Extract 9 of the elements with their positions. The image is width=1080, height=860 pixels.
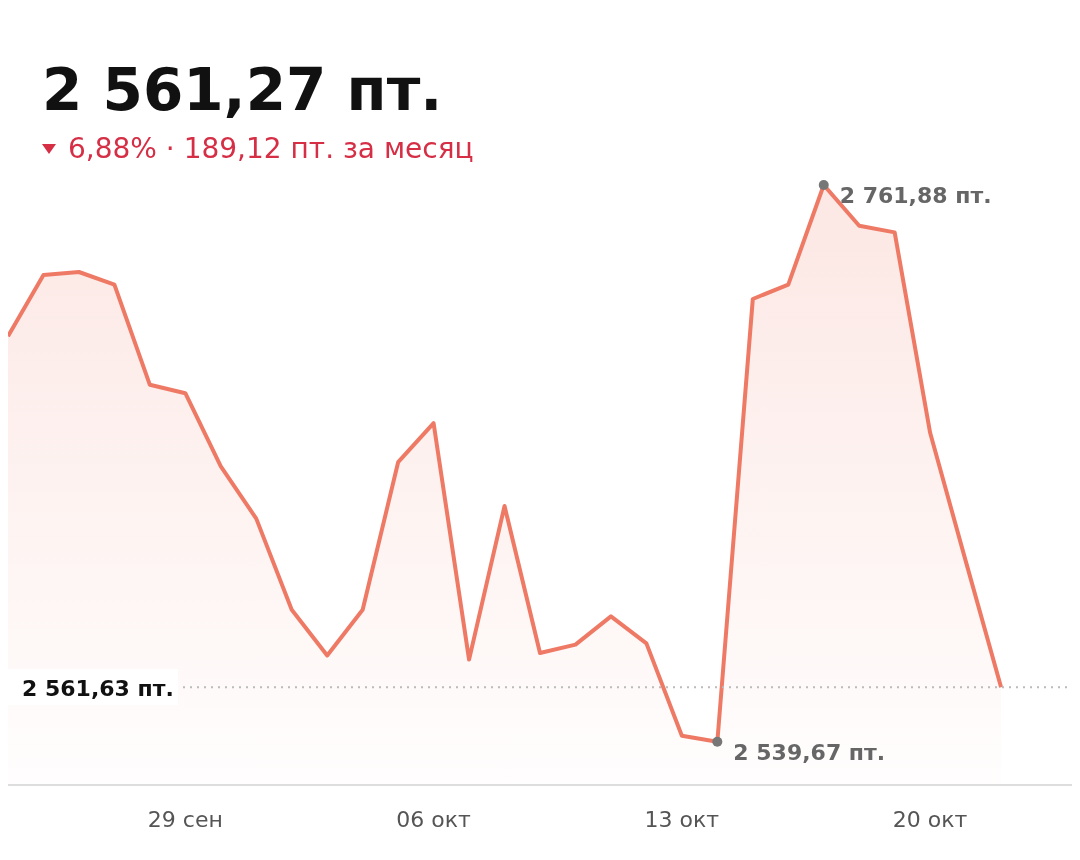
chart-title: 2 561,27 пт. <box>41 55 444 124</box>
x-tick-label: 06 окт <box>396 806 472 832</box>
chart-subtitle: 6,88% · 189,12 пт. за месяц <box>68 132 474 165</box>
x-tick-label: 29 сен <box>147 806 223 832</box>
annotation: 2 761,88 пт. <box>839 183 992 208</box>
ref-line-label: 2 561,63 пт. <box>22 676 174 702</box>
x-tick-label: 20 окт <box>892 806 968 832</box>
x-tick-label: 13 окт <box>644 806 720 832</box>
annotation: 2 539,67 пт. <box>733 739 886 765</box>
